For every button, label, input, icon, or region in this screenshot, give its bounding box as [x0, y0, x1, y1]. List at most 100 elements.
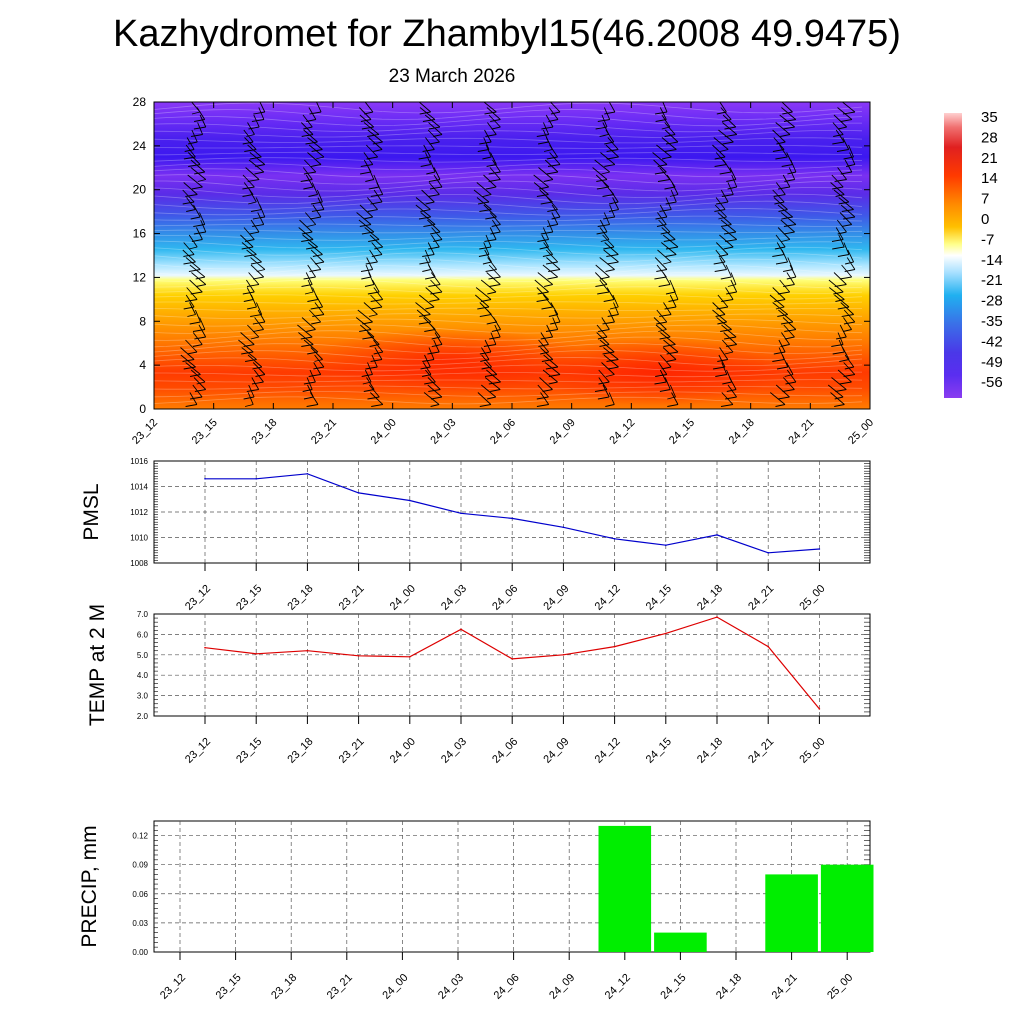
wind-barb-staff	[247, 144, 262, 158]
wind-barb-flag	[899, 405, 911, 407]
wind-barb-staff	[723, 159, 732, 173]
wind-barb-flag	[784, 374, 794, 377]
wind-barb-staff	[613, 302, 619, 315]
wind-barb-flag	[601, 171, 610, 175]
wind-barb-staff	[715, 249, 726, 263]
wind-barb-flag	[536, 194, 549, 197]
x-tick-label: 23_21	[325, 972, 355, 1002]
wind-barb-staff	[722, 122, 738, 135]
wind-barb-staff	[484, 339, 492, 353]
wind-barb-flag	[190, 374, 201, 377]
wind-barb-staff	[488, 264, 501, 278]
wind-barb-flag	[783, 231, 795, 235]
x-tick-label: 24_15	[658, 972, 688, 1002]
wind-barb-staff	[714, 204, 727, 218]
wind-barb-staff	[191, 272, 207, 285]
wind-barb-flag	[188, 269, 201, 272]
x-tick-label: 23_18	[285, 583, 315, 613]
wind-barb-staff	[483, 362, 498, 375]
wind-barb-staff	[246, 279, 255, 293]
wind-barb-staff	[727, 182, 734, 195]
x-tick-label: 24_12	[593, 736, 623, 766]
contour-line	[154, 162, 863, 171]
wind-barb-staff	[198, 324, 207, 338]
wind-barb-flag	[246, 284, 259, 287]
wind-barb-flag	[312, 254, 323, 257]
wind-barb-staff	[374, 347, 383, 360]
wind-barb-staff	[247, 122, 255, 135]
wind-barb-flag	[835, 389, 847, 392]
wind-barb-flag	[837, 306, 850, 310]
wind-barb-flag	[893, 285, 902, 287]
x-tick-label: 24_06	[492, 972, 522, 1002]
wind-barb-flag	[361, 276, 372, 280]
wind-barb-staff	[302, 167, 313, 180]
wind-barb-staff	[434, 332, 443, 345]
wind-barb-staff	[190, 369, 206, 383]
wind-barb-flag	[543, 179, 553, 182]
pmsl-ylabel: PMSL	[80, 483, 103, 540]
wind-barb-flag	[713, 366, 726, 370]
wind-barb-flag	[243, 299, 254, 302]
wind-barb-staff	[782, 174, 791, 188]
wind-barb-flag	[303, 186, 314, 190]
wind-barb-staff	[485, 234, 492, 248]
temp-point	[204, 646, 206, 649]
wind-barb-staff	[721, 227, 737, 240]
precip-bar	[654, 932, 707, 952]
y-tick-label: 20	[133, 183, 147, 197]
contour-line	[154, 301, 863, 305]
wind-barb-flag	[490, 389, 501, 392]
wind-barb-flag	[659, 209, 672, 212]
wind-barb-flag	[657, 164, 668, 167]
wind-barb-staff	[601, 114, 608, 128]
wind-barb-staff	[848, 144, 854, 158]
wind-barb-staff	[655, 324, 671, 338]
wind-barb-flag	[361, 231, 374, 235]
wind-barb-flag	[426, 171, 436, 175]
wind-barb-flag	[773, 351, 786, 355]
wind-barb-staff	[900, 153, 909, 165]
wind-barb-flag	[245, 359, 257, 362]
wind-barb-flag	[484, 239, 497, 242]
y-tick-label: 4	[139, 358, 146, 372]
x-tick-label: 23_12	[183, 583, 213, 613]
wind-barb-staff	[490, 332, 497, 345]
wind-barb-staff	[359, 114, 374, 128]
temp-panel: 2.0 3.0 4.0 5.0 6.0 7.0 23_12 23_15 23_18 23_21 24…	[86, 604, 871, 766]
wind-barb-staff	[310, 392, 319, 405]
wind-barb-staff	[309, 369, 316, 383]
wind-barb-staff	[363, 152, 374, 165]
precip-panel: 0.00 0.03 0.06 0.09 0.12 23_12 23_15 23_18 23_21…	[78, 820, 874, 1002]
wind-barb-staff	[425, 287, 440, 300]
wind-barb-staff	[312, 204, 322, 218]
wind-barb-flag	[654, 276, 667, 280]
wind-barb-staff	[484, 129, 492, 143]
wind-barb-flag	[196, 381, 206, 385]
wind-barb-staff	[427, 219, 441, 233]
wind-barb-staff	[652, 152, 668, 165]
contour-line	[154, 349, 863, 361]
wind-barb-flag	[418, 216, 431, 220]
wind-barb-flag	[185, 194, 198, 197]
wind-barb-staff	[544, 362, 561, 375]
wind-barb-flag	[660, 231, 671, 235]
wind-barb-flag	[537, 291, 549, 295]
wind-barb-staff	[594, 159, 610, 173]
wind-barb-flag	[897, 165, 909, 167]
wind-barb-flag	[359, 329, 372, 332]
wind-barb-staff	[608, 392, 615, 405]
wind-barb-flag	[720, 276, 732, 280]
contour-line	[154, 102, 863, 114]
wind-barb-flag	[311, 321, 321, 325]
wind-barb-staff	[663, 302, 672, 315]
wind-barb-staff	[892, 160, 904, 172]
wind-barb-staff	[671, 182, 679, 195]
x-tick-label: 24_15	[644, 736, 674, 766]
wind-barb-flag	[311, 149, 323, 152]
wind-barb-staff	[827, 384, 844, 398]
wind-barb-flag	[781, 164, 793, 167]
wind-barb-flag	[477, 306, 490, 310]
wind-barb-flag	[654, 171, 667, 175]
wind-barb-staff	[552, 317, 559, 330]
